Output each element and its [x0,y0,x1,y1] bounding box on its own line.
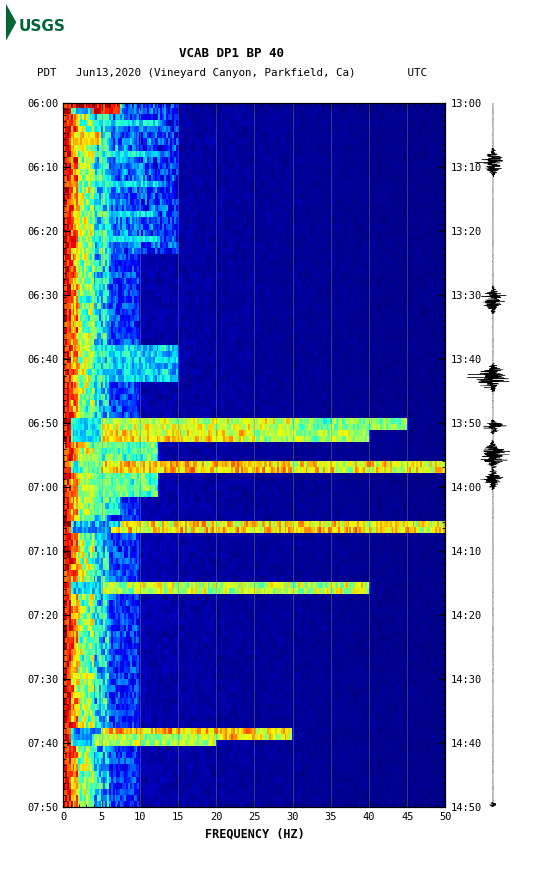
Text: USGS: USGS [19,20,66,34]
Polygon shape [6,4,15,40]
Text: VCAB DP1 BP 40: VCAB DP1 BP 40 [179,47,284,60]
X-axis label: FREQUENCY (HZ): FREQUENCY (HZ) [205,828,304,840]
Text: PDT   Jun13,2020 (Vineyard Canyon, Parkfield, Ca)        UTC: PDT Jun13,2020 (Vineyard Canyon, Parkfie… [37,68,427,78]
